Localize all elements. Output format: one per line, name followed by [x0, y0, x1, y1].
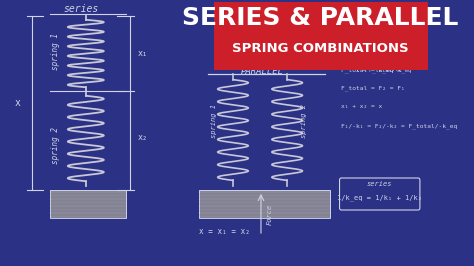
- Text: x₂ = F₂/-k₂: x₂ = F₂/-k₂: [375, 49, 411, 55]
- Text: x₂: x₂: [137, 134, 147, 143]
- Text: Force: Force: [266, 203, 273, 225]
- Text: series: series: [366, 181, 392, 187]
- Text: spring 2: spring 2: [52, 127, 61, 164]
- FancyBboxPatch shape: [214, 2, 428, 70]
- Text: spring 1: spring 1: [211, 104, 217, 138]
- Text: x₁ = F₁/k₁: x₁ = F₁/k₁: [378, 31, 411, 36]
- Text: 1/k_eq = 1/k₁ + 1/k₂: 1/k_eq = 1/k₁ + 1/k₂: [337, 195, 422, 201]
- Text: x₁: x₁: [137, 49, 147, 59]
- Text: x = F_total/-k_eq: x = F_total/-k_eq: [356, 67, 411, 73]
- FancyBboxPatch shape: [50, 190, 127, 218]
- Text: F_total = k_eq X: F_total = k_eq X: [341, 67, 401, 73]
- Text: F₁ = -k₁x₁: F₁ = -k₁x₁: [341, 31, 379, 36]
- Text: x = x₁ = x₂: x = x₁ = x₂: [199, 227, 249, 235]
- FancyBboxPatch shape: [199, 190, 329, 218]
- Text: PARALLEL: PARALLEL: [240, 66, 283, 76]
- Text: spring 2: spring 2: [301, 104, 307, 138]
- Text: F₂ = k₂x₂: F₂ = k₂x₂: [341, 49, 375, 55]
- Text: x: x: [15, 98, 21, 108]
- Text: series: series: [64, 4, 99, 14]
- Text: x₁ + x₂ = x: x₁ + x₂ = x: [341, 103, 383, 109]
- Text: spring 1: spring 1: [52, 32, 61, 69]
- Text: F_total = F₂ = F₁: F_total = F₂ = F₁: [341, 85, 405, 91]
- Text: SPRING COMBINATIONS: SPRING COMBINATIONS: [232, 43, 409, 56]
- Text: SERIES & PARALLEL: SERIES & PARALLEL: [182, 6, 459, 30]
- Text: F₁/-k₁ = F₂/-k₂ = F_total/-k_eq: F₁/-k₁ = F₂/-k₂ = F_total/-k_eq: [341, 123, 457, 129]
